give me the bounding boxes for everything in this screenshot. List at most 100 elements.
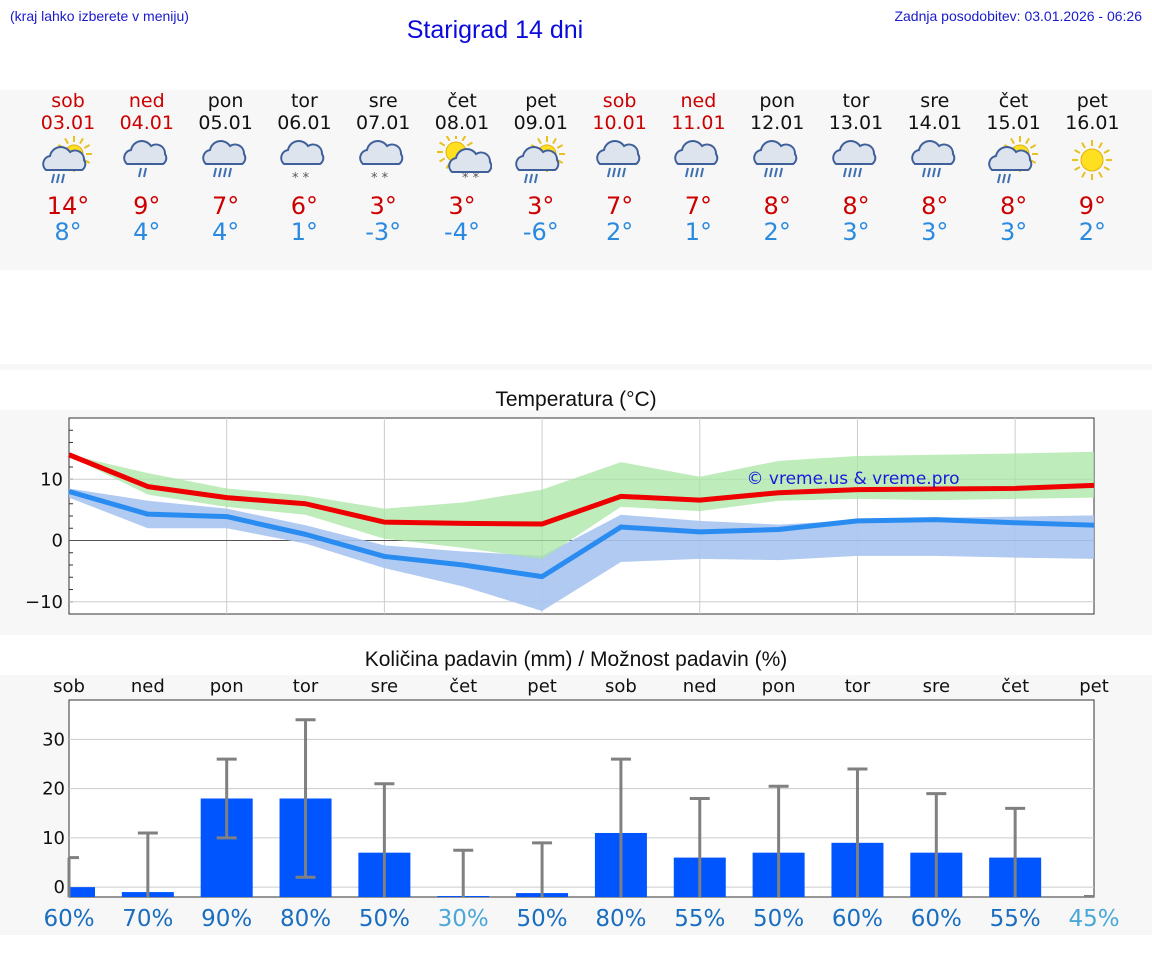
x-category-label: tor bbox=[293, 676, 319, 697]
rain-drop bbox=[848, 167, 852, 178]
max-temperature: 14° bbox=[46, 192, 90, 220]
min-temperature: 1° bbox=[684, 218, 713, 246]
day-column: tor 06.01 * * 6° 1° bbox=[264, 90, 344, 246]
sun-ray bbox=[1081, 142, 1087, 149]
sun-ray bbox=[466, 141, 473, 147]
day-name: sre bbox=[368, 90, 398, 112]
rain-drop bbox=[936, 167, 941, 178]
x-category-label: čet bbox=[449, 676, 477, 697]
day-name: pon bbox=[759, 90, 796, 112]
temperature-chart: −10 0 10 © vreme.us & vreme.pro bbox=[25, 417, 1095, 615]
x-category-label: sob bbox=[53, 676, 85, 697]
max-temperature: 3° bbox=[448, 192, 476, 220]
sun-ray bbox=[79, 137, 84, 145]
weather-icon-slot bbox=[28, 136, 108, 192]
x-category-label: tor bbox=[845, 676, 871, 697]
sun-ray bbox=[64, 137, 69, 145]
weather-icon-slot bbox=[186, 136, 266, 192]
sun-disc bbox=[1080, 148, 1104, 172]
max-temperature: 8° bbox=[763, 192, 791, 220]
max-temperature: 3° bbox=[369, 192, 397, 220]
precipitation-probability: 80% bbox=[280, 906, 331, 932]
day-column: sre 07.01 * * 3° -3° bbox=[343, 90, 423, 246]
max-temperature: 7° bbox=[684, 192, 713, 220]
day-column: sob 10.01 7° 2° bbox=[580, 90, 660, 246]
cloud-shape bbox=[674, 140, 719, 165]
max-uncertainty-band bbox=[69, 451, 1094, 559]
rain-drop bbox=[695, 167, 700, 178]
cloud-shape bbox=[448, 148, 493, 173]
weather-icon-slot bbox=[895, 136, 975, 192]
sun-ray bbox=[1074, 166, 1081, 171]
sun-cloud-snow-icon: * * bbox=[437, 133, 493, 186]
cloud-shape bbox=[514, 146, 560, 171]
x-category-label: pet bbox=[527, 676, 557, 697]
cloud-outline bbox=[753, 140, 798, 165]
min-temperature: 8° bbox=[54, 218, 82, 246]
weather-icon-slot bbox=[501, 136, 581, 192]
day-name: pet bbox=[525, 90, 557, 112]
rain-drop bbox=[858, 167, 862, 178]
day-date: 13.01 bbox=[828, 112, 884, 134]
day-date: 03.01 bbox=[40, 112, 96, 134]
weather-icon-slot: * * bbox=[422, 133, 502, 192]
x-category-label: pon bbox=[210, 676, 244, 697]
rain-drop bbox=[217, 167, 222, 178]
min-temperature: 4° bbox=[211, 218, 240, 246]
cloud-shape bbox=[280, 140, 325, 165]
day-date: 15.01 bbox=[986, 112, 1041, 134]
rain-drop bbox=[685, 167, 690, 178]
precipitation-probability: 60% bbox=[911, 906, 962, 932]
x-category-label: pon bbox=[762, 676, 796, 697]
last-updated: Zadnja posodobitev: 03.01.2026 - 06:26 bbox=[894, 8, 1142, 24]
cloud-shape bbox=[122, 140, 168, 165]
cloud-outline bbox=[910, 140, 956, 165]
snow-flakes: * * bbox=[462, 171, 480, 186]
day-name: pet bbox=[1076, 90, 1108, 112]
y-tick-label: −10 bbox=[25, 592, 63, 613]
sun-ray bbox=[83, 144, 91, 149]
rain-drop bbox=[774, 167, 779, 178]
cloud-outline bbox=[595, 140, 640, 165]
day-date: 16.01 bbox=[1065, 112, 1120, 134]
forecast-strip-background bbox=[0, 90, 1152, 270]
cloud-outline bbox=[359, 140, 404, 165]
precipitation-probability: 30% bbox=[438, 906, 489, 932]
cloud-outline bbox=[987, 146, 1032, 171]
rain-drop bbox=[51, 173, 55, 184]
cloud-shape bbox=[910, 140, 956, 165]
max-temperature: 8° bbox=[921, 192, 949, 220]
cloud-shape bbox=[201, 140, 246, 165]
day-column: pet 09.01 3° -6° bbox=[501, 90, 581, 246]
y-tick-label: 0 bbox=[52, 531, 63, 552]
precipitation-chart-title: Količina padavin (mm) / Možnost padavin … bbox=[364, 648, 788, 671]
day-name: čet bbox=[447, 90, 477, 112]
y-tick-label: 10 bbox=[42, 828, 65, 849]
rain-drop bbox=[222, 167, 227, 178]
sun-ray bbox=[461, 135, 467, 142]
rain-drop bbox=[764, 167, 769, 178]
day-column: čet 15.01 8° 3° bbox=[974, 90, 1054, 246]
min-temperature: 3° bbox=[999, 218, 1028, 246]
min-temperature: -4° bbox=[444, 218, 480, 246]
precipitation-probability: 60% bbox=[43, 906, 94, 932]
day-column: pon 05.01 7° 4° bbox=[186, 90, 266, 246]
cloud-shape bbox=[753, 140, 798, 165]
x-category-label: čet bbox=[1001, 676, 1029, 697]
cloud-shape bbox=[359, 140, 404, 165]
precipitation-probability: 50% bbox=[517, 906, 568, 932]
min-temperature: 2° bbox=[1078, 218, 1107, 246]
sun-ray bbox=[1104, 166, 1111, 171]
cloud-shape bbox=[987, 146, 1032, 171]
weather-icon-slot: * * bbox=[264, 136, 344, 192]
sun-icon bbox=[1072, 140, 1113, 180]
cloud-outline bbox=[42, 146, 87, 171]
snow-flakes: * * bbox=[292, 171, 310, 186]
sun-ray bbox=[439, 141, 446, 147]
rain-drop bbox=[843, 167, 847, 178]
x-category-label: ned bbox=[683, 676, 717, 697]
rain-drop bbox=[142, 167, 147, 178]
day-column: ned 11.01 7° 1° bbox=[658, 90, 738, 246]
min-temperature: 2° bbox=[763, 218, 791, 246]
rain-drop bbox=[227, 167, 232, 178]
